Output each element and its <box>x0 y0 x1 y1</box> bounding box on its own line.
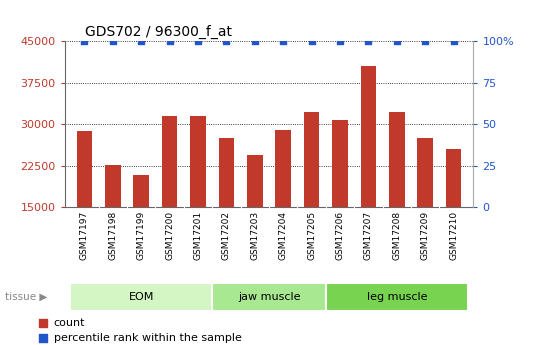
Text: GSM17209: GSM17209 <box>421 211 430 260</box>
Text: GSM17197: GSM17197 <box>80 211 89 260</box>
Bar <box>133 175 149 207</box>
Bar <box>360 66 376 207</box>
Text: GSM17208: GSM17208 <box>392 211 401 260</box>
Text: GSM17207: GSM17207 <box>364 211 373 260</box>
Text: percentile rank within the sample: percentile rank within the sample <box>54 333 242 343</box>
Text: GDS702 / 96300_f_at: GDS702 / 96300_f_at <box>85 25 232 39</box>
Bar <box>304 112 320 207</box>
Point <box>194 39 202 44</box>
Text: GSM17210: GSM17210 <box>449 211 458 260</box>
Point <box>307 39 316 44</box>
Bar <box>417 138 433 207</box>
Point <box>251 39 259 44</box>
Bar <box>212 283 326 310</box>
Bar <box>190 116 206 207</box>
Point <box>279 39 287 44</box>
Text: leg muscle: leg muscle <box>366 292 427 302</box>
Bar <box>76 131 92 207</box>
Bar <box>247 155 263 207</box>
Bar <box>446 149 462 207</box>
Bar <box>275 130 291 207</box>
Bar <box>326 283 468 310</box>
Point <box>109 39 117 44</box>
Point <box>165 39 174 44</box>
Text: GSM17203: GSM17203 <box>250 211 259 260</box>
Text: GSM17205: GSM17205 <box>307 211 316 260</box>
Text: GSM17199: GSM17199 <box>137 211 146 260</box>
Text: tissue ▶: tissue ▶ <box>5 292 48 302</box>
Point <box>80 39 89 44</box>
Text: GSM17206: GSM17206 <box>336 211 344 260</box>
Point <box>449 39 458 44</box>
Text: GSM17201: GSM17201 <box>194 211 202 260</box>
Text: EOM: EOM <box>129 292 154 302</box>
Text: GSM17204: GSM17204 <box>279 211 288 260</box>
Text: GSM17202: GSM17202 <box>222 211 231 260</box>
Point <box>222 39 231 44</box>
Bar <box>389 112 405 207</box>
Text: GSM17200: GSM17200 <box>165 211 174 260</box>
Point <box>393 39 401 44</box>
Point <box>137 39 145 44</box>
Text: jaw muscle: jaw muscle <box>238 292 300 302</box>
Bar <box>105 165 121 207</box>
Point <box>364 39 373 44</box>
Bar <box>332 120 348 207</box>
Point <box>336 39 344 44</box>
Bar <box>218 138 234 207</box>
Text: count: count <box>54 318 86 327</box>
Bar <box>70 283 212 310</box>
Bar <box>162 116 178 207</box>
Text: GSM17198: GSM17198 <box>108 211 117 260</box>
Point <box>421 39 429 44</box>
